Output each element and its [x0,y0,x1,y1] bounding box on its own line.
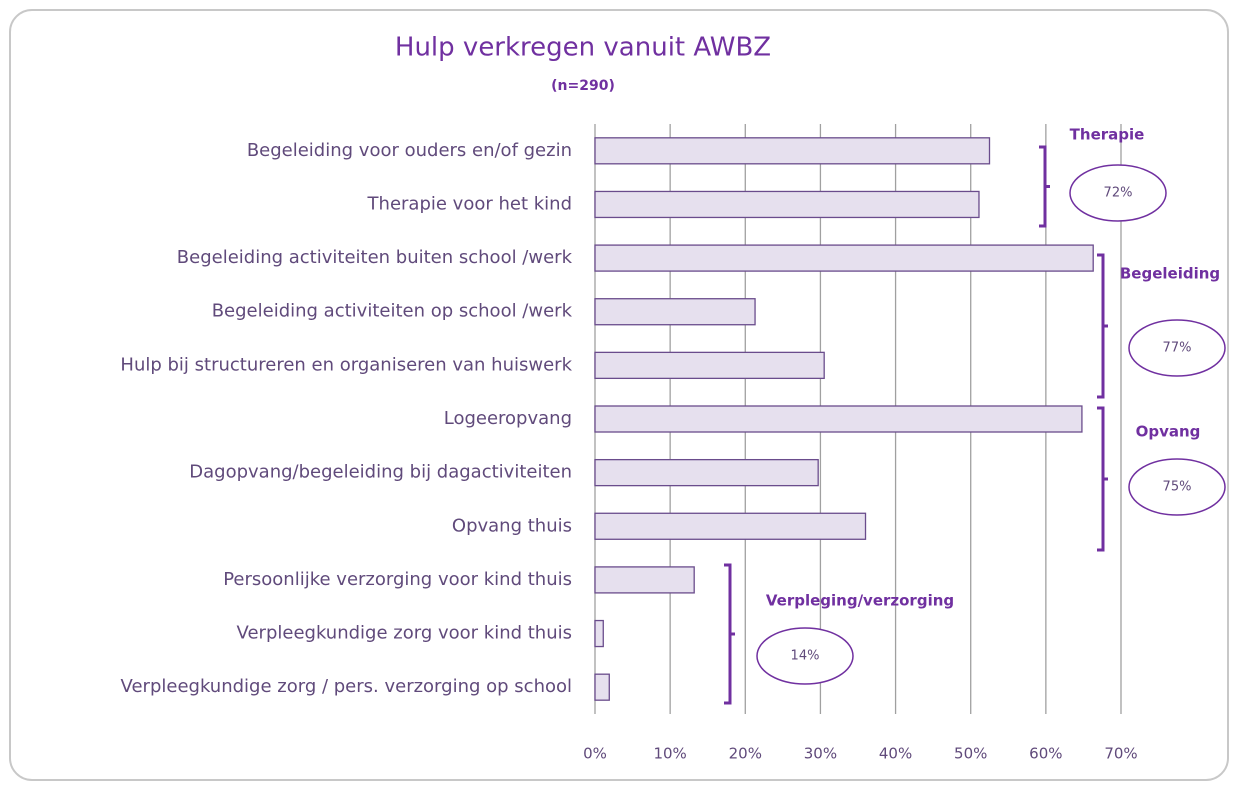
group-total: 75% [1163,480,1192,495]
y-tick-label: Begeleiding voor ouders en/of gezin [247,140,572,161]
group-label: Opvang [1136,423,1201,441]
group-ellipse [756,627,854,685]
group-label: Begeleiding [1120,265,1220,283]
group-ellipse [1128,458,1226,516]
group-total: 77% [1163,341,1192,356]
bar [594,137,991,165]
bar [594,619,604,648]
y-tick-label: Persoonlijke verzorging voor kind thuis [223,569,572,590]
group-bracket [1039,145,1050,228]
y-tick-label: Dagopvang/begeleiding bij dagactiviteite… [189,462,572,483]
bar [594,566,695,594]
group-bracket [1097,253,1108,399]
x-tick-label: 10% [653,745,686,763]
x-tick-label: 70% [1104,745,1137,763]
bar [594,244,1094,272]
bar [594,351,825,380]
bar [594,458,819,487]
group-label: Therapie [1070,126,1145,144]
group-bracket [1097,406,1108,552]
bar [594,512,867,540]
y-tick-label: Hulp bij structureren en organiseren van… [120,354,572,375]
x-tick-label: 20% [729,745,762,763]
group-ellipse [1069,164,1167,222]
group-ellipse [1128,319,1226,377]
x-tick-label: 0% [583,745,607,763]
group-total: 14% [791,649,820,664]
y-tick-label: Logeeropvang [444,408,572,429]
y-tick-label: Verpleegkundige zorg voor kind thuis [237,623,572,644]
y-tick-label: Therapie voor het kind [367,193,572,214]
group-label: Verpleging/verzorging [766,592,954,610]
x-tick-label: 60% [1029,745,1062,763]
x-tick-label: 40% [879,745,912,763]
bar [594,673,610,701]
bar [594,298,756,326]
group-bracket [724,563,735,705]
chart-title: Hulp verkregen vanuit AWBZ [395,33,771,63]
bar [594,405,1083,433]
y-tick-label: Verpleegkundige zorg / pers. verzorging … [121,676,572,697]
x-tick-label: 50% [954,745,987,763]
chart-subtitle: (n=290) [551,78,615,94]
group-total: 72% [1104,186,1133,201]
y-tick-label: Opvang thuis [452,515,572,536]
y-tick-label: Begeleiding activiteiten buiten school /… [177,247,573,268]
x-tick-label: 30% [804,745,837,763]
bar [594,190,980,219]
y-tick-label: Begeleiding activiteiten op school /werk [212,301,573,322]
